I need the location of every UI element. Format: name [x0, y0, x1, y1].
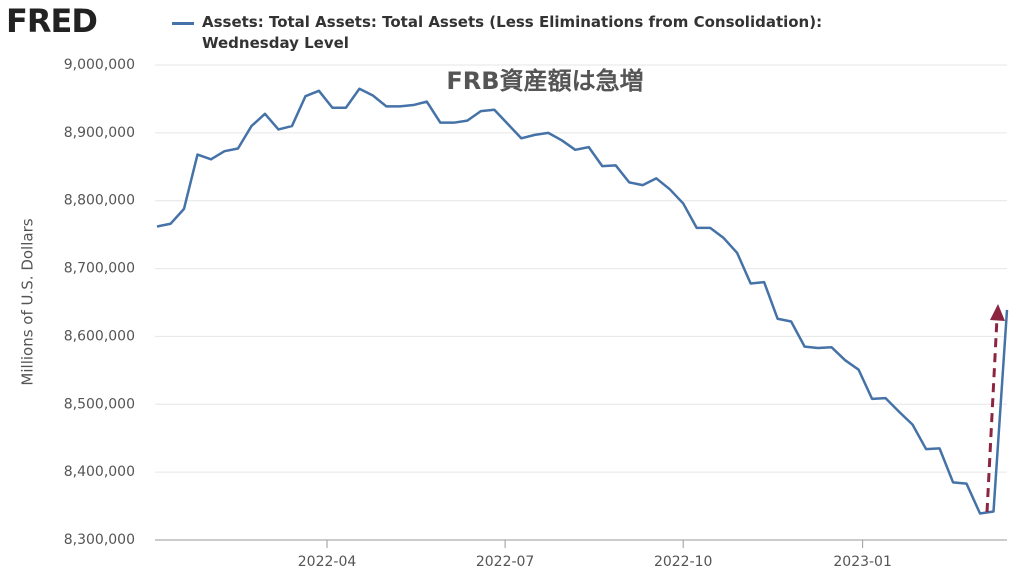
x-tick-label: 2022-07 [476, 554, 535, 570]
legend-entry: Assets: Total Assets: Total Assets (Less… [202, 13, 823, 52]
annotation: FRB資産額は急増 [446, 67, 643, 95]
y-tick-label: 8,600,000 [64, 328, 135, 344]
y-tick-label: 9,000,000 [64, 57, 135, 73]
y-tick-label: 8,800,000 [64, 193, 135, 209]
y-tick-label: 8,500,000 [64, 396, 135, 412]
y-tick-label: 8,400,000 [64, 464, 135, 480]
legend: Assets: Total Assets: Total Assets (Less… [172, 12, 852, 54]
data-line [156, 87, 1009, 515]
x-tick-label: 2022-10 [654, 554, 713, 570]
x-tick-label: 2023-01 [833, 554, 892, 570]
arrow-head [990, 304, 1005, 321]
y-tick-label: 8,700,000 [64, 261, 135, 277]
y-axis-label: Millions of U.S. Dollars [19, 218, 37, 385]
y-tick-label: 8,300,000 [64, 532, 135, 548]
arrow-shaft [985, 317, 999, 513]
logo: FRED [6, 2, 98, 40]
legend-swatch [172, 22, 194, 25]
x-tick-label: 2022-04 [298, 554, 357, 570]
y-tick-label: 8,900,000 [64, 125, 135, 141]
